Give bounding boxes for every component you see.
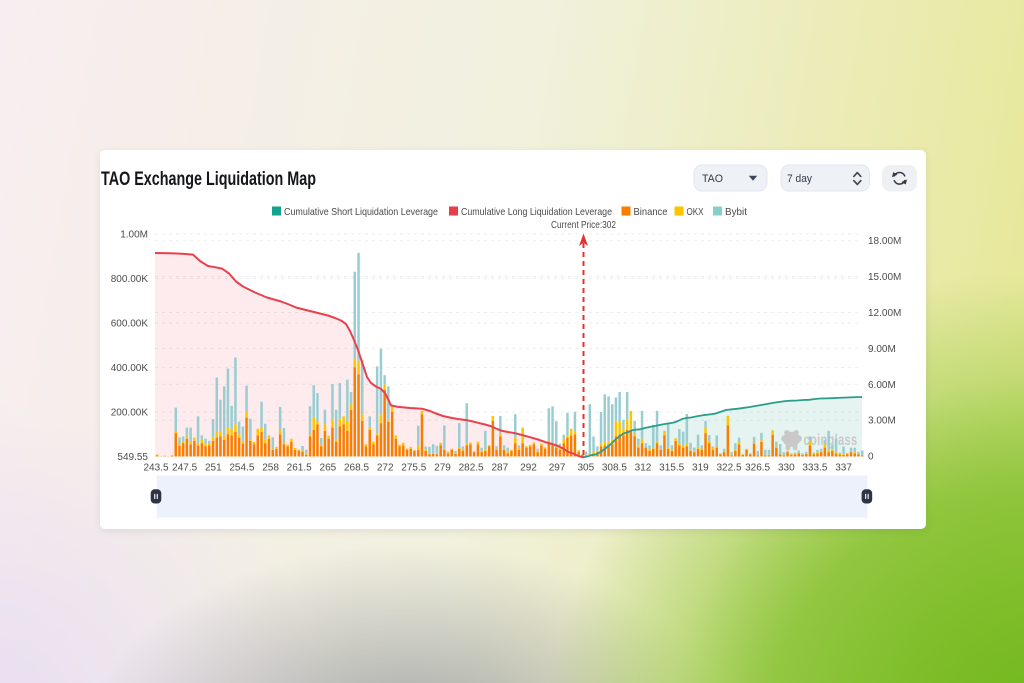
svg-text:326.5: 326.5 [745, 463, 770, 474]
svg-text:305: 305 [577, 463, 594, 474]
svg-text:272: 272 [377, 463, 394, 474]
svg-text:18.00M: 18.00M [868, 236, 901, 247]
svg-text:200.00K: 200.00K [111, 408, 149, 419]
svg-text:282.5: 282.5 [459, 463, 484, 474]
svg-text:Current Price:302: Current Price:302 [551, 219, 616, 231]
svg-text:TAO Exchange Liquidation Map: TAO Exchange Liquidation Map [101, 169, 316, 190]
svg-text:333.5: 333.5 [802, 463, 827, 474]
svg-text:15.00M: 15.00M [868, 272, 901, 283]
svg-text:6.00M: 6.00M [868, 380, 896, 391]
svg-text:TAO: TAO [702, 173, 723, 185]
svg-text:322.5: 322.5 [716, 463, 741, 474]
svg-text:OKX: OKX [687, 206, 704, 218]
svg-text:268.5: 268.5 [344, 463, 369, 474]
svg-text:308.5: 308.5 [602, 463, 627, 474]
svg-text:319: 319 [692, 463, 709, 474]
svg-text:1.00M: 1.00M [120, 230, 148, 241]
svg-text:275.5: 275.5 [401, 463, 426, 474]
svg-text:Cumulative Long Liquidation Le: Cumulative Long Liquidation Leverage [461, 206, 612, 218]
svg-text:337: 337 [835, 463, 852, 474]
svg-text:261.5: 261.5 [287, 463, 312, 474]
svg-text:Bybit: Bybit [725, 206, 747, 218]
svg-text:800.00K: 800.00K [111, 274, 149, 285]
svg-text:0: 0 [868, 452, 874, 463]
svg-text:3.00M: 3.00M [868, 416, 896, 427]
svg-text:330: 330 [778, 463, 795, 474]
svg-text:312: 312 [635, 463, 652, 474]
svg-text:287: 287 [491, 463, 508, 474]
svg-text:coinglass: coinglass [804, 432, 858, 449]
svg-text:258: 258 [262, 463, 279, 474]
svg-text:315.5: 315.5 [659, 463, 684, 474]
svg-text:265: 265 [320, 463, 337, 474]
svg-text:549.55: 549.55 [117, 452, 148, 463]
svg-text:297: 297 [549, 463, 566, 474]
svg-text:400.00K: 400.00K [111, 363, 149, 374]
svg-text:251: 251 [205, 463, 222, 474]
svg-text:Cumulative Short Liquidation L: Cumulative Short Liquidation Leverage [284, 206, 438, 218]
svg-text:254.5: 254.5 [229, 463, 254, 474]
svg-text:12.00M: 12.00M [868, 308, 901, 319]
svg-text:243.5: 243.5 [143, 463, 168, 474]
svg-text:Binance: Binance [634, 206, 668, 218]
svg-text:7 day: 7 day [787, 173, 812, 185]
svg-text:247.5: 247.5 [172, 463, 197, 474]
svg-text:600.00K: 600.00K [111, 319, 149, 330]
svg-text:9.00M: 9.00M [868, 344, 896, 355]
svg-text:279: 279 [434, 463, 451, 474]
svg-text:292: 292 [520, 463, 537, 474]
